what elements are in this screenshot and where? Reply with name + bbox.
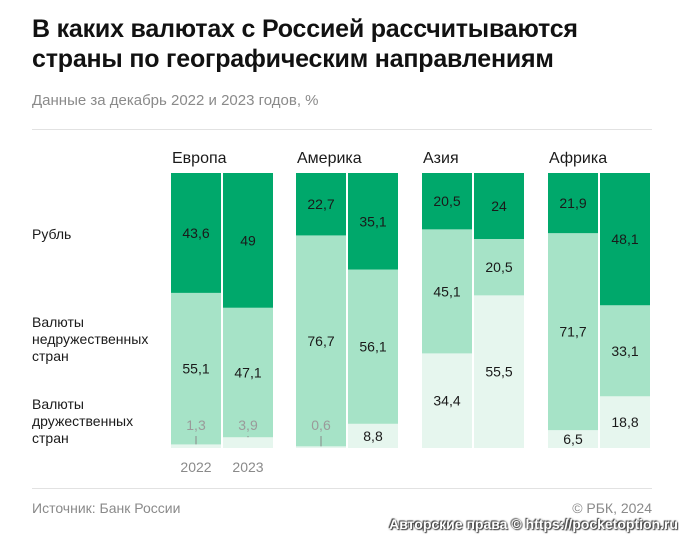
region-label: Африка <box>549 150 607 167</box>
data-label: 20,5 <box>485 259 512 275</box>
row-label-unfriendly: Валюты недружественных стран <box>32 314 149 364</box>
bar-segment-ruble <box>171 173 221 293</box>
bar-segment-ruble <box>600 173 650 306</box>
bar-segment-friendly <box>474 295 524 448</box>
source-note: Источник: Банк России <box>32 500 181 516</box>
top-divider <box>32 129 652 130</box>
bar-segment-unfriendly <box>348 269 398 424</box>
year-tick-label: 2022 <box>180 459 211 475</box>
copyright-note: © РБК, 2024 <box>572 500 652 516</box>
chart-title: В каких валютах с Россией рассчитываются… <box>32 15 578 73</box>
region-label: Азия <box>423 150 459 167</box>
bar-segment-friendly <box>296 446 346 448</box>
bar-segment-unfriendly <box>223 307 273 438</box>
bar-segment-friendly <box>548 430 598 448</box>
data-label: 35,1 <box>359 213 386 229</box>
bar-segment-ruble <box>348 173 398 270</box>
data-label: 8,8 <box>363 428 383 444</box>
data-label: 1,3 <box>186 417 206 433</box>
bar-segment-ruble <box>223 173 273 308</box>
data-label: 45,1 <box>433 283 460 299</box>
bar-segment-ruble <box>548 173 598 234</box>
bar-segment-unfriendly <box>548 233 598 431</box>
data-label: 0,6 <box>311 417 331 433</box>
bar-segment-friendly <box>223 437 273 448</box>
bar-segment-friendly <box>422 353 472 448</box>
year-tick-label: 2023 <box>232 459 263 475</box>
data-label: 33,1 <box>611 343 638 359</box>
data-label: 43,6 <box>182 225 209 241</box>
data-label: 49 <box>240 232 256 248</box>
data-label: 18,8 <box>611 414 638 430</box>
data-label: 71,7 <box>559 324 586 340</box>
bottom-divider <box>32 488 652 489</box>
data-label: 56,1 <box>359 339 386 355</box>
bar-segment-unfriendly <box>296 235 346 447</box>
bar-segment-friendly <box>348 423 398 448</box>
data-label: 34,4 <box>433 393 460 409</box>
bar-segment-friendly <box>600 396 650 448</box>
data-label: 24 <box>491 198 507 214</box>
data-label: 22,7 <box>307 196 334 212</box>
region-label: Европа <box>172 150 227 167</box>
data-label: 76,7 <box>307 333 334 349</box>
chart-subtitle: Данные за декабрь 2022 и 2023 годов, % <box>32 92 319 109</box>
data-label: 21,9 <box>559 195 586 211</box>
data-label: 55,1 <box>182 361 209 377</box>
data-label: 3,9 <box>238 417 258 433</box>
data-label: 47,1 <box>234 365 261 381</box>
bar-segment-unfriendly <box>474 239 524 296</box>
bar-segment-ruble <box>474 173 524 239</box>
bar-segment-unfriendly <box>171 292 221 445</box>
bar-segment-ruble <box>296 173 346 236</box>
region-label: Америка <box>297 150 362 167</box>
data-label: 55,5 <box>485 364 512 380</box>
bar-segment-friendly <box>171 444 221 448</box>
watermark: Авторские права © https://pocketoption.r… <box>389 516 678 532</box>
data-label: 48,1 <box>611 231 638 247</box>
bar-segment-unfriendly <box>600 305 650 397</box>
data-label: 6,5 <box>563 431 583 447</box>
bar-segment-ruble <box>422 173 472 230</box>
bar-segment-unfriendly <box>422 229 472 354</box>
data-label: 20,5 <box>433 193 460 209</box>
row-label-ruble: Рубль <box>32 226 72 242</box>
row-label-friendly: Валюты дружественных стран <box>32 396 134 446</box>
